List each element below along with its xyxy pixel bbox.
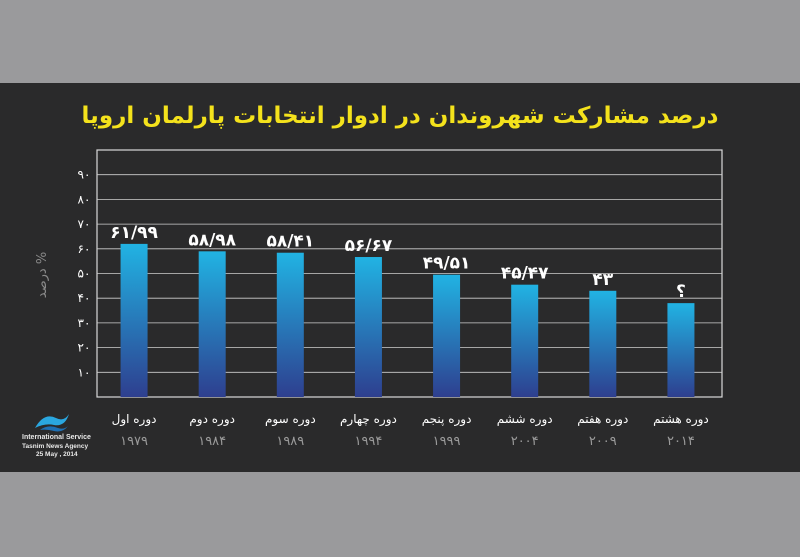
value-label: ۴۹/۵۱ xyxy=(423,254,471,274)
year-label: ۲۰۰۴ xyxy=(511,434,539,449)
y-tick-label: ۶۰ xyxy=(78,242,91,256)
y-tick-label: ۲۰ xyxy=(78,341,91,355)
value-label: ؟ xyxy=(676,282,686,302)
bar xyxy=(120,243,148,397)
year-label: ۲۰۰۹ xyxy=(589,434,617,449)
tasnim-logo-icon xyxy=(35,414,69,432)
y-tick-label: ۹۰ xyxy=(78,168,91,182)
year-label: ۱۹۸۹ xyxy=(276,434,304,449)
value-label: ۵۶/۶۷ xyxy=(345,236,393,256)
value-label: ۴۳ xyxy=(592,270,613,290)
y-tick-label: ۵۰ xyxy=(78,267,91,281)
year-label: ۲۰۱۴ xyxy=(667,434,695,449)
category-label: دوره اول xyxy=(112,412,157,427)
category-label: دوره سوم xyxy=(265,412,316,427)
value-label: ۵۸/۴۱ xyxy=(266,232,314,252)
bar xyxy=(198,251,226,397)
year-label: ۱۹۹۹ xyxy=(433,434,461,449)
y-tick-label: ۸۰ xyxy=(78,192,91,206)
bar xyxy=(433,274,461,397)
y-tick-label: ۳۰ xyxy=(78,316,91,330)
category-label: دوره پنجم xyxy=(422,412,472,427)
category-label: دوره هفتم xyxy=(577,412,628,427)
category-label: دوره ششم xyxy=(497,412,553,427)
bar xyxy=(667,303,695,397)
year-label: ۱۹۸۴ xyxy=(198,434,226,449)
logo-line-3: 25 May , 2014 xyxy=(36,451,78,458)
category-label: دوره هشتم xyxy=(653,412,709,427)
category-label: دوره دوم xyxy=(189,412,235,427)
bar xyxy=(589,290,617,397)
bar xyxy=(511,284,539,397)
bar xyxy=(354,257,382,397)
bar xyxy=(276,252,304,397)
value-label: ۶۱/۹۹ xyxy=(110,223,158,243)
y-axis-label: درصد % xyxy=(35,252,50,298)
y-tick-label: ۱۰ xyxy=(78,365,91,379)
value-label: ۵۸/۹۸ xyxy=(188,230,236,250)
y-tick-label: ۴۰ xyxy=(78,291,91,305)
logo-line-2: Tasnim News Agency xyxy=(22,443,89,450)
y-tick-label: ۷۰ xyxy=(78,217,91,231)
year-label: ۱۹۹۴ xyxy=(354,434,382,449)
logo-line-1: International Service xyxy=(22,434,91,441)
value-label: ۴۵/۴۷ xyxy=(501,264,549,284)
category-label: دوره چهارم xyxy=(340,412,397,427)
year-label: ۱۹۷۹ xyxy=(120,434,148,449)
chart-title: درصد مشارکت شهروندان در ادوار انتخابات پ… xyxy=(81,103,719,129)
